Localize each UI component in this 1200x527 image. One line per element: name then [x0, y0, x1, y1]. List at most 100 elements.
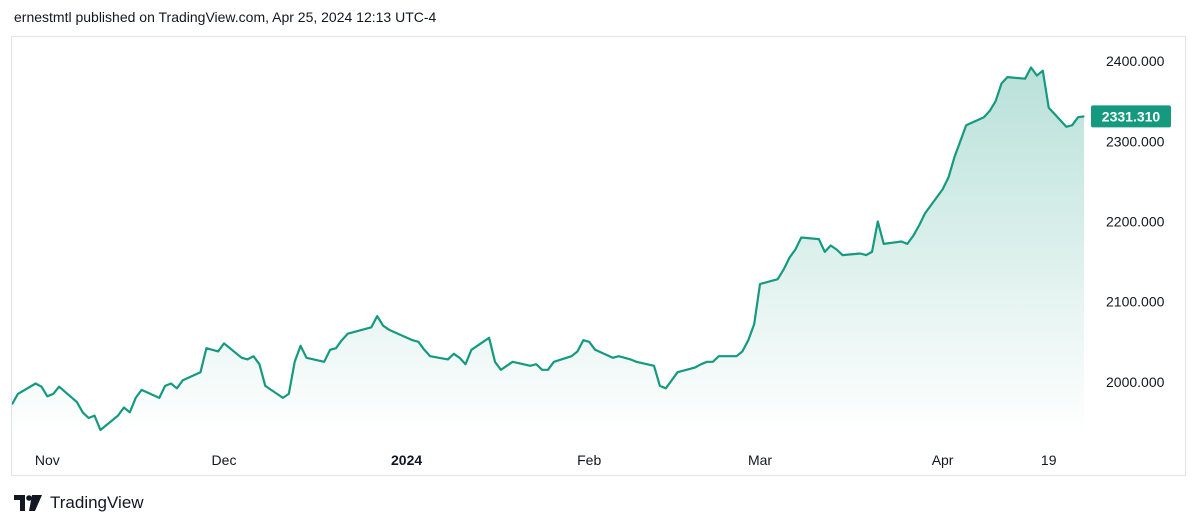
price-point — [158, 397, 160, 399]
price-point — [942, 188, 944, 190]
price-point — [1030, 66, 1032, 69]
chart-panel[interactable]: 2000.000 2100.000 2200.000 2300.000 2400.000… — [11, 36, 1186, 476]
price-point — [88, 417, 90, 419]
price-point — [382, 325, 384, 327]
price-point — [429, 355, 431, 357]
price-point — [659, 385, 661, 387]
price-point — [35, 382, 37, 385]
price-point — [1036, 74, 1038, 77]
price-point — [211, 349, 213, 351]
price-point — [547, 369, 549, 371]
price-point — [741, 350, 744, 352]
price-point — [417, 341, 419, 343]
price-point — [506, 365, 508, 367]
price-point — [965, 124, 967, 126]
price-point — [959, 140, 961, 142]
price-point — [335, 347, 337, 349]
price-point — [1024, 78, 1026, 80]
price-point — [459, 357, 461, 359]
price-point — [464, 363, 467, 365]
price-point — [129, 411, 131, 413]
price-point — [706, 361, 708, 363]
price-point — [170, 382, 172, 385]
price-point — [76, 401, 78, 403]
price-point — [182, 379, 184, 381]
price-point — [252, 355, 255, 357]
price-point — [512, 361, 514, 363]
publication-header: ernestmtl published on TradingView.com, … — [14, 9, 437, 25]
price-point — [46, 395, 48, 397]
price-point — [995, 100, 997, 102]
price-point — [453, 353, 455, 355]
price-point — [329, 349, 331, 351]
price-point — [582, 339, 584, 341]
price-point — [223, 342, 225, 344]
price-point — [347, 333, 349, 335]
price-point — [624, 357, 626, 359]
price-point — [341, 339, 343, 341]
y-tick-label: 2000.000 — [1106, 374, 1165, 390]
price-point — [924, 212, 926, 214]
price-point — [1083, 115, 1085, 117]
price-point — [447, 358, 449, 360]
price-point — [653, 365, 655, 367]
y-tick-label: 2200.000 — [1106, 214, 1165, 230]
price-point — [376, 315, 378, 317]
price-point — [629, 358, 632, 360]
plot-area — [12, 66, 1085, 434]
price-point — [759, 283, 761, 285]
price-point — [576, 350, 579, 352]
price-point — [370, 326, 372, 328]
price-point — [282, 397, 284, 399]
price-point — [164, 385, 166, 387]
price-point — [40, 386, 43, 388]
price-point — [912, 235, 914, 237]
tradingview-branding[interactable]: TradingView — [14, 493, 144, 513]
price-point — [17, 393, 19, 395]
price-point — [1077, 116, 1079, 118]
price-point — [99, 429, 101, 431]
price-axis: 2000.000 2100.000 2200.000 2300.000 2400.000… — [1091, 53, 1171, 390]
price-point — [753, 323, 755, 325]
price-point — [588, 341, 590, 343]
price-point — [877, 220, 879, 223]
price-point — [123, 406, 125, 409]
x-tick-label: 2024 — [391, 452, 422, 468]
price-point — [953, 156, 956, 158]
price-point — [900, 240, 903, 243]
price-point — [983, 116, 985, 118]
last-price-badge — [1091, 105, 1171, 128]
price-point — [199, 371, 202, 373]
price-point — [82, 411, 84, 413]
price-point — [323, 361, 325, 363]
price-point — [800, 236, 802, 239]
price-point — [117, 415, 119, 417]
price-point — [488, 337, 490, 339]
price-point — [824, 251, 826, 253]
price-area-fill — [12, 67, 1084, 434]
price-point — [747, 339, 749, 341]
price-point — [989, 110, 991, 112]
price-point — [388, 329, 390, 331]
price-point — [470, 349, 472, 351]
price-point — [300, 345, 302, 347]
price-point — [1006, 76, 1009, 78]
price-point — [1071, 124, 1073, 126]
price-point — [494, 361, 496, 363]
y-tick-label: 2300.000 — [1106, 133, 1165, 149]
price-point — [735, 355, 738, 357]
price-point — [294, 361, 296, 363]
price-chart[interactable]: 2000.000 2100.000 2200.000 2300.000 2400.000… — [12, 37, 1187, 477]
y-tick-label: 2100.000 — [1106, 294, 1165, 310]
price-point — [58, 386, 60, 388]
x-tick-label: Apr — [932, 452, 954, 468]
price-point — [423, 349, 425, 351]
price-point — [1042, 70, 1044, 72]
price-point — [1065, 126, 1067, 128]
price-point — [247, 358, 249, 360]
price-point — [818, 238, 820, 240]
price-point — [12, 403, 13, 405]
price-point — [871, 251, 873, 253]
tradingview-logo-text: TradingView — [50, 493, 144, 512]
price-point — [712, 361, 714, 363]
